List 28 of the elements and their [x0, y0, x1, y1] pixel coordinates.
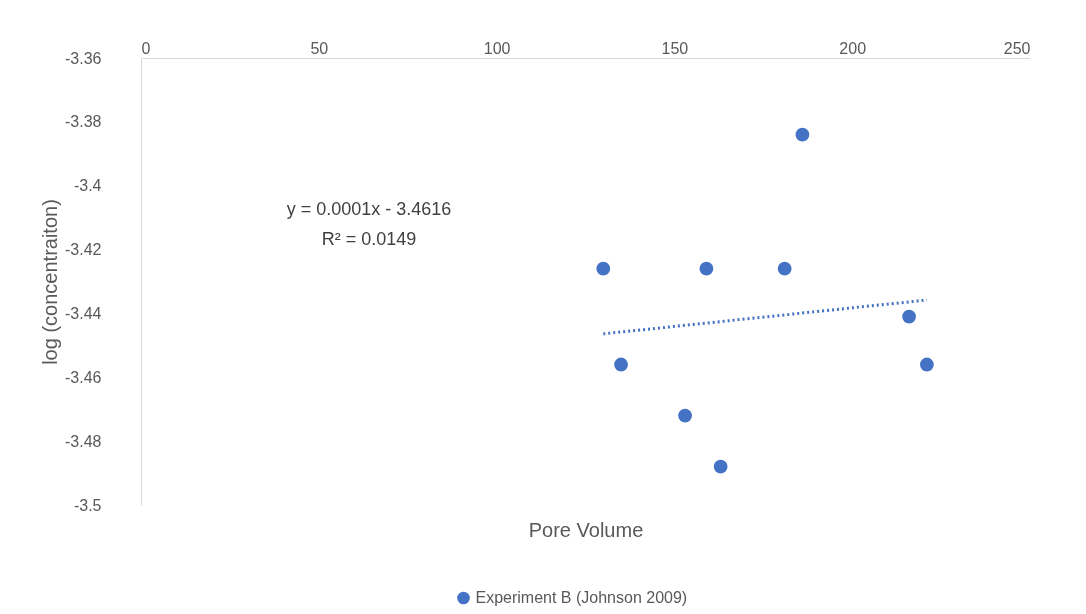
point — [902, 309, 916, 324]
y-tick-label: -3.44 — [65, 304, 102, 322]
point — [919, 357, 934, 372]
point — [713, 459, 728, 474]
annotation: R² = 0.0149 — [321, 229, 417, 249]
x-tick-label: 100 — [483, 39, 511, 57]
point — [795, 127, 810, 142]
y-tick-label: -3.38 — [65, 113, 102, 131]
point — [777, 261, 792, 276]
y-tick-label: -3.48 — [65, 432, 102, 450]
x-axis-title: Pore Volume — [528, 518, 644, 541]
y-tick-label: -3.5 — [73, 496, 102, 514]
x-tick-label: 250 — [1003, 39, 1031, 57]
y-axis-title: log (concentraiton) — [39, 199, 62, 365]
y-tick-label: -3.42 — [65, 241, 102, 259]
annotation: y = 0.0001x - 3.4616 — [286, 199, 452, 219]
point — [678, 408, 692, 423]
x-tick-label: 0 — [141, 39, 151, 57]
point — [614, 357, 628, 372]
x-tick-label: 200 — [839, 39, 867, 57]
y-tick-label: -3.36 — [65, 49, 102, 67]
point — [596, 261, 611, 276]
x-tick-label: 150 — [661, 39, 689, 57]
y-tick-label: -3.46 — [65, 368, 102, 386]
y-tick-label: -3.4 — [73, 177, 102, 195]
point — [699, 261, 714, 276]
legend-label: Experiment B (Johnson 2009) — [475, 589, 688, 606]
x-tick-label: 50 — [310, 39, 329, 57]
